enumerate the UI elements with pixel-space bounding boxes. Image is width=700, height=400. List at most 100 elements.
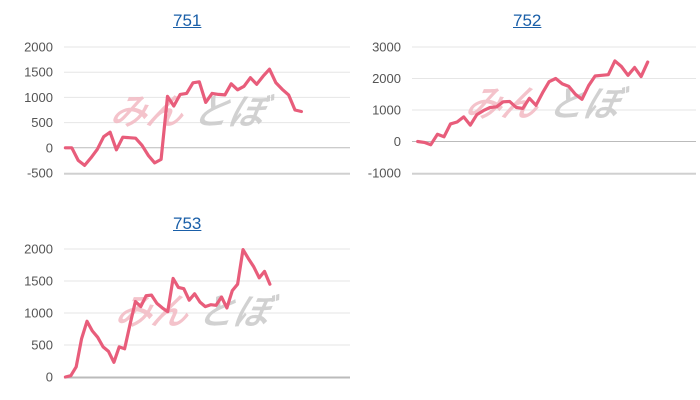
- data-point: [258, 276, 261, 279]
- data-point: [469, 124, 472, 127]
- data-point: [502, 100, 505, 103]
- data-point: [70, 146, 73, 149]
- data-point: [554, 77, 557, 80]
- watermark-text-gray: とぼ: [194, 290, 282, 333]
- data-point: [199, 301, 202, 304]
- data-point: [561, 83, 564, 86]
- chart-panel-753: 753 2000 1500 1000 500 0 みん とぼ: [0, 200, 350, 400]
- line-chart-751: 2000 1500 1000 500 0 -500 みん とぼ: [24, 40, 350, 181]
- data-point: [121, 136, 124, 139]
- data-point: [231, 289, 234, 292]
- y-tick-label: 0: [394, 134, 401, 149]
- data-point: [300, 110, 303, 113]
- data-point: [495, 105, 498, 108]
- data-point: [620, 65, 623, 68]
- data-point: [594, 75, 597, 78]
- watermark-logo: みん とぼ: [462, 82, 632, 125]
- data-point: [262, 75, 265, 78]
- data-point: [156, 302, 159, 305]
- y-tick-label: 1000: [24, 90, 53, 105]
- data-point: [449, 123, 452, 126]
- data-point: [166, 95, 169, 98]
- y-tick-label: 2000: [24, 242, 53, 257]
- y-tick-label: -500: [27, 166, 53, 181]
- data-point: [193, 292, 196, 295]
- data-point: [123, 347, 126, 350]
- data-point: [185, 92, 188, 95]
- data-point: [456, 121, 459, 124]
- data-point: [614, 60, 617, 63]
- data-point: [139, 305, 142, 308]
- chart-title-link-753[interactable]: 753: [173, 214, 202, 233]
- watermark-text-pink: みん: [107, 90, 190, 133]
- data-point: [294, 109, 297, 112]
- data-point: [179, 93, 182, 96]
- data-point: [141, 144, 144, 147]
- data-point: [96, 336, 99, 339]
- data-point: [633, 66, 636, 69]
- data-point: [172, 277, 175, 280]
- data-point: [528, 97, 531, 100]
- data-point: [204, 305, 207, 308]
- data-point: [548, 80, 551, 83]
- y-tick-label: 2000: [372, 71, 401, 86]
- data-point: [153, 162, 156, 165]
- watermark-text-gray: とぼ: [189, 90, 277, 133]
- chart-title-link-751[interactable]: 751: [173, 11, 202, 30]
- data-point: [255, 83, 258, 86]
- data-point: [242, 248, 245, 251]
- data-point: [128, 136, 131, 139]
- data-point: [462, 116, 465, 119]
- data-point: [443, 135, 446, 138]
- data-point: [287, 94, 290, 97]
- data-point: [75, 365, 78, 368]
- data-point: [220, 296, 223, 299]
- data-point: [236, 88, 239, 91]
- data-point: [188, 299, 191, 302]
- data-point: [96, 148, 99, 151]
- y-tick-label: 500: [31, 115, 53, 130]
- data-point: [581, 98, 584, 101]
- y-tick-label: 0: [46, 370, 53, 385]
- data-point: [436, 133, 439, 136]
- data-point: [646, 61, 649, 64]
- data-point: [134, 300, 137, 303]
- data-point: [268, 68, 271, 71]
- data-point: [107, 350, 110, 353]
- chart-title-link-752[interactable]: 752: [513, 11, 542, 30]
- data-point: [160, 158, 163, 161]
- data-point: [182, 287, 185, 290]
- data-point: [263, 270, 266, 273]
- data-point: [574, 93, 577, 96]
- data-point: [134, 137, 137, 140]
- line-chart-753: 2000 1500 1000 500 0 みん とぼ: [24, 242, 350, 385]
- data-point: [118, 346, 121, 349]
- watermark-logo: みん とぼ: [107, 90, 277, 133]
- data-point: [541, 91, 544, 94]
- data-point: [77, 159, 80, 162]
- series-line: [63, 248, 272, 379]
- data-point: [215, 304, 218, 307]
- chart-panel-751: 751 2000 1500 1000 500 0 -500 みん とぼ: [0, 0, 350, 200]
- data-point: [482, 109, 485, 112]
- data-point: [275, 81, 278, 84]
- data-point: [600, 74, 603, 77]
- data-point: [109, 131, 112, 134]
- data-point: [150, 294, 153, 297]
- y-axis-ticks: 3000 2000 1000 0 -1000: [368, 40, 401, 181]
- data-point: [269, 283, 272, 286]
- series-line: [416, 59, 650, 147]
- data-point: [521, 107, 524, 110]
- data-point: [489, 106, 492, 109]
- data-point: [145, 294, 148, 297]
- y-tick-label: 1000: [372, 103, 401, 118]
- y-tick-label: 1000: [24, 306, 53, 321]
- data-point: [230, 82, 233, 85]
- line-chart-752: 3000 2000 1000 0 -1000 みん とぼ: [368, 40, 696, 181]
- data-point: [607, 73, 610, 76]
- data-point: [508, 100, 511, 103]
- data-point: [102, 346, 105, 349]
- y-tick-label: 2000: [24, 40, 53, 55]
- data-point: [627, 74, 630, 77]
